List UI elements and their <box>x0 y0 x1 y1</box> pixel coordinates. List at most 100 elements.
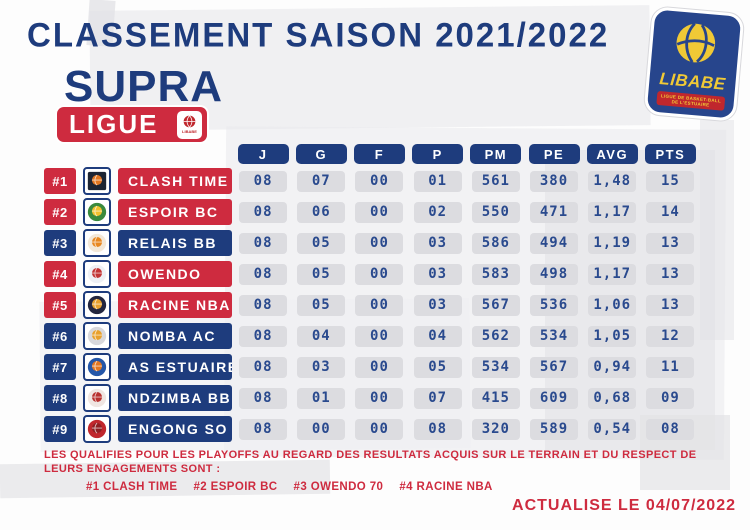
table-row: #1 CLASH TIME 08 07 00 01 561 380 1,48 15 <box>44 167 698 195</box>
column-header-cell: F <box>352 144 406 164</box>
stat-cell-p: 07 <box>411 387 465 409</box>
stat-value: 05 <box>297 232 346 254</box>
stat-value: 08 <box>239 263 288 285</box>
column-header-cell: J <box>236 144 290 164</box>
stat-value: 09 <box>646 387 695 409</box>
table-header-row: J G F P PM PE AVG PTS <box>44 144 698 164</box>
stat-value: 1,06 <box>588 294 637 316</box>
stat-value: 15 <box>646 170 695 192</box>
playoff-note: LES QUALIFIES POUR LES PLAYOFFS AU REGAR… <box>44 449 697 475</box>
table-row: #9 ENGONG SO 08 00 00 08 320 589 0,54 08 <box>44 415 698 443</box>
stat-value: 00 <box>355 170 404 192</box>
stat-value: 08 <box>239 201 288 223</box>
stat-value: 04 <box>413 325 462 347</box>
stat-cell-pts: 12 <box>643 325 697 347</box>
stat-value: 586 <box>471 232 520 254</box>
stat-cell-avg: 1,06 <box>585 294 639 316</box>
table-row: #2 ESPOIR BC 08 06 00 02 550 471 1,17 14 <box>44 198 698 226</box>
team-logo <box>83 198 111 226</box>
stat-value: 04 <box>297 325 346 347</box>
rank-badge: #3 <box>44 230 76 256</box>
stat-value: 08 <box>239 356 288 378</box>
stat-cell-j: 08 <box>236 201 290 223</box>
stat-cell-g: 05 <box>294 294 348 316</box>
rank-badge: #8 <box>44 385 76 411</box>
rank-badge: #2 <box>44 199 76 225</box>
stat-cell-g: 07 <box>294 170 348 192</box>
stat-cell-pm: 586 <box>469 232 523 254</box>
stat-value: 01 <box>413 170 462 192</box>
team-logo <box>83 229 111 257</box>
table-row: #3 RELAIS BB 08 05 00 03 586 494 1,19 13 <box>44 229 698 257</box>
table-body: #1 CLASH TIME 08 07 00 01 561 380 1,48 15 #2 ESPOIR… <box>44 167 698 443</box>
stat-cell-p: 01 <box>411 170 465 192</box>
stat-cell-f: 00 <box>352 263 406 285</box>
column-header-pts: PTS <box>644 144 696 164</box>
stat-value: 12 <box>646 325 695 347</box>
stat-value: 05 <box>297 263 346 285</box>
stat-value: 03 <box>413 294 462 316</box>
stat-cell-pe: 609 <box>527 387 581 409</box>
stat-cell-j: 08 <box>236 263 290 285</box>
stat-cell-avg: 0,94 <box>585 356 639 378</box>
qualified-team: #4 RACINE NBA <box>399 481 493 493</box>
stat-cell-pe: 567 <box>527 356 581 378</box>
team-name: NOMBA AC <box>118 323 232 349</box>
table-row: #5 RACINE NBA 08 05 00 03 567 536 1,06 13 <box>44 291 698 319</box>
basketball-icon <box>670 18 720 73</box>
stat-value: 609 <box>530 387 579 409</box>
stat-cell-g: 05 <box>294 232 348 254</box>
stat-value: 494 <box>530 232 579 254</box>
stat-cell-p: 04 <box>411 325 465 347</box>
stat-cell-j: 08 <box>236 356 290 378</box>
stat-value: 534 <box>471 356 520 378</box>
column-header-cell: PM <box>469 144 523 164</box>
stat-cell-j: 08 <box>236 418 290 440</box>
team-name: RELAIS BB <box>118 230 232 256</box>
team-name: CLASH TIME <box>118 168 232 194</box>
stat-value: 1,05 <box>588 325 637 347</box>
stat-cell-j: 08 <box>236 387 290 409</box>
mini-badge-name: LIBABE <box>182 129 197 134</box>
stat-value: 0,54 <box>588 418 637 440</box>
stat-cell-f: 00 <box>352 232 406 254</box>
stat-cell-pm: 320 <box>469 418 523 440</box>
stat-value: 567 <box>471 294 520 316</box>
stat-value: 11 <box>646 356 695 378</box>
column-header-f: F <box>353 144 405 164</box>
page-title: CLASSEMENT SAISON 2021/2022 <box>27 15 610 54</box>
stat-value: 05 <box>297 294 346 316</box>
rank-badge: #7 <box>44 354 76 380</box>
stat-value: 08 <box>239 294 288 316</box>
team-logo <box>83 322 111 350</box>
stat-cell-pts: 08 <box>643 418 697 440</box>
team-name: OWENDO <box>118 261 232 287</box>
stat-cell-j: 08 <box>236 294 290 316</box>
stat-cell-pm: 567 <box>469 294 523 316</box>
column-header-cell: PTS <box>643 144 697 164</box>
stat-cell-p: 02 <box>411 201 465 223</box>
stat-cell-f: 00 <box>352 294 406 316</box>
stat-cell-pe: 380 <box>527 170 581 192</box>
ligue-label: LIGUE <box>69 109 159 139</box>
stat-cell-pts: 13 <box>643 263 697 285</box>
stat-cell-f: 00 <box>352 201 406 223</box>
column-header-pm: PM <box>470 144 522 164</box>
stat-cell-f: 00 <box>352 387 406 409</box>
stat-value: 550 <box>471 201 520 223</box>
stat-cell-j: 08 <box>236 325 290 347</box>
column-header-j: J <box>237 144 289 164</box>
stat-cell-pe: 589 <box>527 418 581 440</box>
stat-cell-avg: 1,05 <box>585 325 639 347</box>
stat-cell-pe: 498 <box>527 263 581 285</box>
column-header-cell: AVG <box>585 144 639 164</box>
stat-value: 01 <box>297 387 346 409</box>
column-header-cell: P <box>411 144 465 164</box>
stat-value: 08 <box>646 418 695 440</box>
stat-value: 08 <box>413 418 462 440</box>
stat-value: 03 <box>413 232 462 254</box>
column-header-p: P <box>412 144 464 164</box>
table-row: #4 OWENDO 08 05 00 03 583 498 1,17 13 <box>44 260 698 288</box>
